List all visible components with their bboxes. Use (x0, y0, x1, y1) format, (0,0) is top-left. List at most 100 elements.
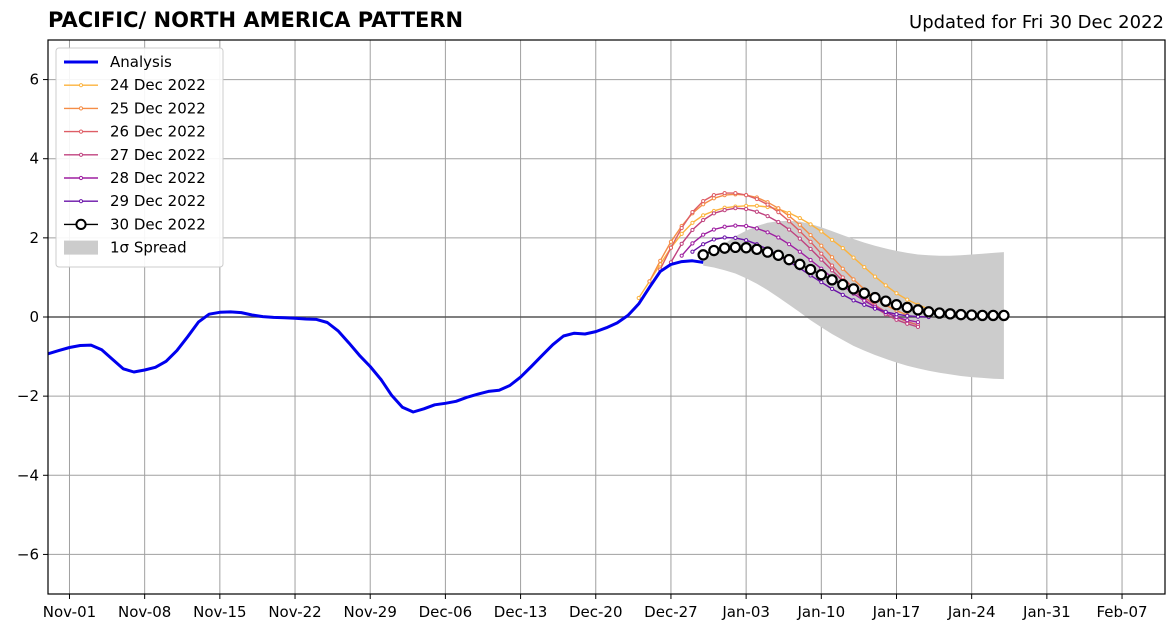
forecast-point (797, 236, 802, 241)
forecast-point (797, 229, 802, 234)
legend-swatch (64, 240, 98, 255)
forecast-point (808, 232, 813, 238)
forecast-point (786, 219, 792, 224)
forecast-point (976, 309, 989, 322)
x-tick-label: Jan-10 (796, 603, 845, 621)
forecast-point (636, 295, 641, 301)
forecast-point (733, 235, 738, 240)
forecast-point (923, 306, 935, 318)
forecast-point (905, 321, 910, 326)
forecast-point (679, 253, 684, 258)
forecast-point (708, 244, 720, 257)
forecast-point (786, 213, 792, 219)
y-tick-label: 6 (29, 71, 39, 89)
x-tick-label: Jan-17 (872, 603, 921, 621)
y-tick-label: 4 (29, 150, 39, 168)
x-tick-label: Dec-27 (644, 603, 698, 621)
forecast-point (668, 245, 674, 250)
forecast-point (711, 193, 717, 198)
forecast-point (690, 241, 695, 246)
forecast-point (862, 298, 867, 303)
forecast-point (955, 308, 967, 321)
legend-label: 27 Dec 2022 (110, 146, 206, 164)
forecast-point (754, 203, 759, 208)
forecast-point (765, 230, 770, 235)
forecast-point (679, 225, 684, 231)
forecast-point (733, 191, 738, 196)
legend-label: Analysis (110, 53, 172, 71)
legend-item: 26 Dec 2022 (64, 123, 206, 141)
forecast-point (883, 309, 888, 314)
y-tick-label: 2 (29, 229, 39, 247)
forecast-point (890, 299, 903, 311)
forecast-point (847, 283, 860, 295)
forecast-point (905, 297, 910, 302)
forecast-point (819, 251, 824, 256)
forecast-point (872, 306, 878, 311)
forecast-point (701, 232, 706, 237)
forecast-point (998, 309, 1010, 322)
forecast-series (636, 191, 1010, 329)
forecast-point (837, 278, 849, 291)
forecast-point (829, 255, 835, 260)
forecast-point (944, 308, 956, 320)
legend-label: 29 Dec 2022 (110, 192, 206, 210)
legend-item: 25 Dec 2022 (64, 99, 206, 117)
forecast-point (819, 257, 824, 262)
forecast-point (711, 227, 717, 232)
legend-marker (78, 106, 84, 111)
x-tick-label: Jan-31 (1022, 603, 1071, 621)
forecast-point (915, 320, 921, 325)
legend-marker (78, 152, 84, 157)
forecast-point (744, 193, 749, 198)
forecast-point (826, 274, 838, 286)
y-tick-label: −2 (17, 387, 39, 405)
forecast-point (797, 215, 802, 221)
x-tick-label: Dec-20 (569, 603, 623, 621)
analysis-line (47, 259, 704, 414)
legend-label: 28 Dec 2022 (110, 169, 206, 187)
x-tick-label: Nov-29 (344, 603, 397, 621)
forecast-point (754, 196, 759, 202)
x-tick-label: Jan-03 (721, 603, 770, 621)
forecast-point (933, 307, 946, 319)
forecast-point (744, 238, 749, 243)
forecast-point (862, 302, 867, 307)
forecast-point (733, 223, 738, 228)
forecast-point (740, 242, 752, 254)
forecast-point (690, 220, 695, 225)
forecast-point (658, 258, 663, 263)
x-tick-label: Nov-22 (268, 603, 321, 621)
forecast-point (840, 246, 845, 251)
x-tick-label: Nov-15 (193, 603, 246, 621)
forecast-point (808, 239, 813, 244)
forecast-point (808, 246, 813, 252)
forecast-point (754, 226, 759, 231)
forecast-point (697, 249, 709, 261)
legend-item: 29 Dec 2022 (64, 192, 206, 210)
forecast-point (912, 304, 924, 316)
forecast-point (776, 206, 781, 211)
x-tick-label: Nov-08 (118, 603, 171, 621)
forecast-point (905, 318, 910, 323)
legend-box (55, 47, 224, 268)
legend-marker (75, 218, 87, 230)
legend-marker (78, 129, 84, 134)
forecast-point (701, 213, 706, 218)
forecast-point (901, 301, 913, 314)
forecast-point (776, 210, 781, 215)
forecast-point (883, 283, 888, 288)
forecast-point (880, 295, 892, 307)
legend-item: 28 Dec 2022 (64, 169, 206, 187)
forecast-point (829, 237, 835, 242)
forecast-point (722, 208, 727, 213)
forecast-point (744, 206, 749, 212)
forecast-point (729, 241, 742, 254)
forecast-point (797, 249, 802, 254)
forecast-point (851, 255, 856, 260)
forecast-point (797, 222, 802, 227)
forecast-point (772, 249, 785, 261)
y-tick-label: 0 (29, 308, 39, 326)
forecast-point (690, 249, 695, 254)
